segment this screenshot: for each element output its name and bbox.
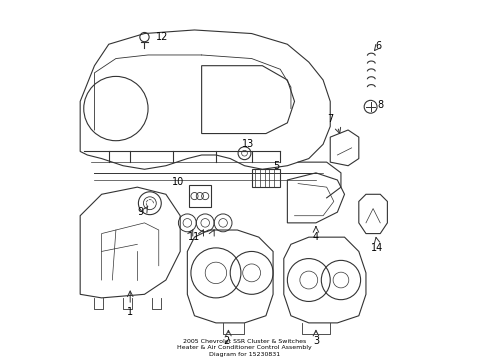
Text: 10: 10 — [172, 177, 184, 187]
Text: 2005 Chevrolet SSR Cluster & Switches
Heater & Air Conditioner Control Assembly
: 2005 Chevrolet SSR Cluster & Switches He… — [177, 339, 311, 357]
Text: 4: 4 — [312, 232, 318, 242]
Text: 6: 6 — [375, 41, 381, 51]
Text: 5: 5 — [273, 161, 279, 171]
Text: 12: 12 — [156, 32, 168, 42]
Text: 3: 3 — [312, 336, 318, 346]
Text: 2: 2 — [223, 336, 229, 346]
Text: 11: 11 — [188, 232, 200, 242]
Text: 14: 14 — [370, 243, 382, 253]
Text: 9: 9 — [138, 207, 143, 217]
Text: 7: 7 — [326, 114, 333, 124]
Text: 1: 1 — [127, 307, 133, 317]
Text: 8: 8 — [376, 100, 383, 110]
Text: 13: 13 — [242, 139, 254, 149]
